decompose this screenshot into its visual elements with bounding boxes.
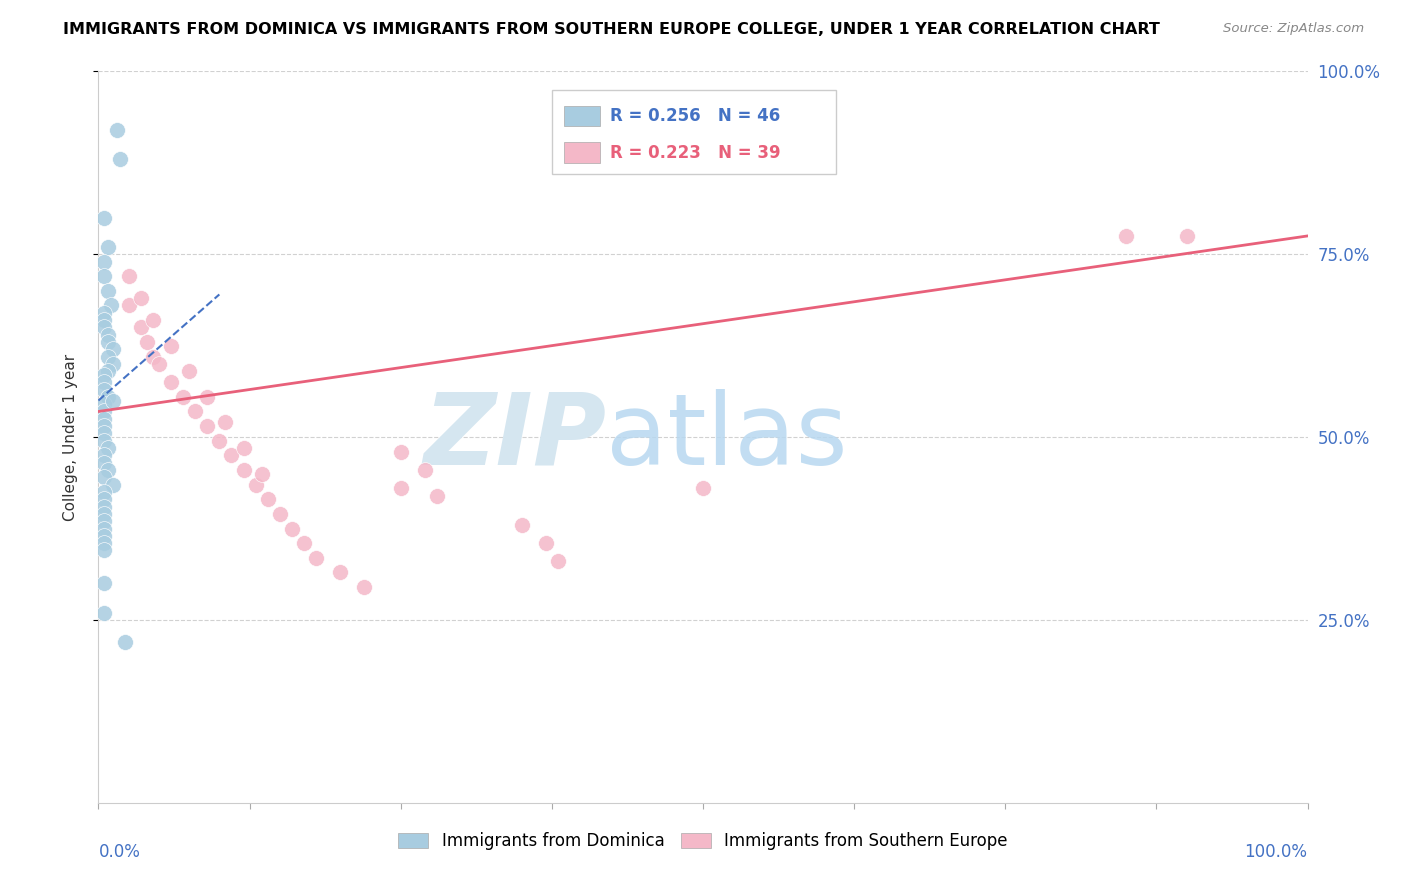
Point xyxy=(118,269,141,284)
Point xyxy=(93,376,115,390)
Point xyxy=(93,269,115,284)
Point xyxy=(97,334,120,349)
Point xyxy=(195,390,218,404)
Point xyxy=(1175,228,1198,243)
Point xyxy=(129,320,152,334)
Point xyxy=(114,635,136,649)
Point xyxy=(93,320,115,334)
Point xyxy=(250,467,273,481)
Point xyxy=(93,507,115,521)
Point xyxy=(129,291,152,305)
Point xyxy=(292,536,315,550)
Point xyxy=(97,350,120,364)
Y-axis label: College, Under 1 year: College, Under 1 year xyxy=(63,353,77,521)
Text: Source: ZipAtlas.com: Source: ZipAtlas.com xyxy=(1223,22,1364,36)
Point xyxy=(160,338,183,352)
Point xyxy=(353,580,375,594)
Point xyxy=(97,240,120,254)
Point xyxy=(232,441,254,455)
Point xyxy=(93,492,115,507)
Bar xyxy=(564,143,600,163)
Point xyxy=(221,448,243,462)
Point xyxy=(305,550,328,565)
Point xyxy=(101,393,124,408)
Point xyxy=(93,470,115,484)
Point xyxy=(93,434,115,448)
Point xyxy=(93,404,115,418)
Point xyxy=(142,313,165,327)
Point xyxy=(184,404,207,418)
Point xyxy=(1115,228,1137,243)
Point xyxy=(93,383,115,397)
Point xyxy=(214,416,236,430)
Text: IMMIGRANTS FROM DOMINICA VS IMMIGRANTS FROM SOUTHERN EUROPE COLLEGE, UNDER 1 YEA: IMMIGRANTS FROM DOMINICA VS IMMIGRANTS F… xyxy=(63,22,1160,37)
Point xyxy=(97,463,120,477)
Point xyxy=(160,376,183,390)
Point xyxy=(208,434,231,448)
Point xyxy=(93,500,115,514)
Point xyxy=(142,350,165,364)
Point xyxy=(148,357,170,371)
Point xyxy=(108,152,131,166)
Point xyxy=(172,390,194,404)
Point xyxy=(269,507,291,521)
Text: 100.0%: 100.0% xyxy=(1244,843,1308,861)
Point xyxy=(93,606,115,620)
Point xyxy=(93,536,115,550)
Text: ZIP: ZIP xyxy=(423,389,606,485)
Point xyxy=(547,554,569,568)
Point xyxy=(93,543,115,558)
Point xyxy=(97,284,120,298)
Point xyxy=(179,364,201,378)
Text: R = 0.256   N = 46: R = 0.256 N = 46 xyxy=(610,107,780,125)
Point xyxy=(97,364,120,378)
Point xyxy=(101,343,124,357)
Point xyxy=(232,463,254,477)
Point xyxy=(93,254,115,268)
Text: 0.0%: 0.0% xyxy=(98,843,141,861)
Point xyxy=(281,521,304,535)
Point xyxy=(93,521,115,535)
Point xyxy=(101,477,124,491)
Point xyxy=(389,444,412,458)
Point xyxy=(93,514,115,528)
FancyBboxPatch shape xyxy=(551,90,837,174)
Bar xyxy=(564,106,600,127)
Point xyxy=(105,123,128,137)
Point xyxy=(100,298,122,312)
Point xyxy=(329,566,352,580)
Point xyxy=(135,334,157,349)
Point xyxy=(93,211,115,225)
Point xyxy=(389,481,412,495)
Point xyxy=(97,327,120,342)
Text: R = 0.223   N = 39: R = 0.223 N = 39 xyxy=(610,144,780,161)
Point xyxy=(510,517,533,532)
Point xyxy=(195,419,218,434)
Point xyxy=(93,313,115,327)
Point xyxy=(93,368,115,382)
Point xyxy=(534,536,557,550)
Point xyxy=(93,448,115,462)
Point xyxy=(426,489,449,503)
Point xyxy=(93,412,115,426)
Point xyxy=(118,298,141,312)
Point xyxy=(93,397,115,411)
Point xyxy=(93,426,115,441)
Point xyxy=(245,477,267,491)
Point xyxy=(93,306,115,320)
Point xyxy=(93,576,115,591)
Point xyxy=(97,441,120,455)
Point xyxy=(93,485,115,500)
Point xyxy=(101,357,124,371)
Point xyxy=(97,390,120,404)
Point xyxy=(93,419,115,434)
Point xyxy=(93,456,115,470)
Point xyxy=(413,463,436,477)
Text: atlas: atlas xyxy=(606,389,848,485)
Legend: Immigrants from Dominica, Immigrants from Southern Europe: Immigrants from Dominica, Immigrants fro… xyxy=(391,825,1015,856)
Point xyxy=(256,492,278,507)
Point xyxy=(692,481,714,495)
Point xyxy=(93,529,115,543)
